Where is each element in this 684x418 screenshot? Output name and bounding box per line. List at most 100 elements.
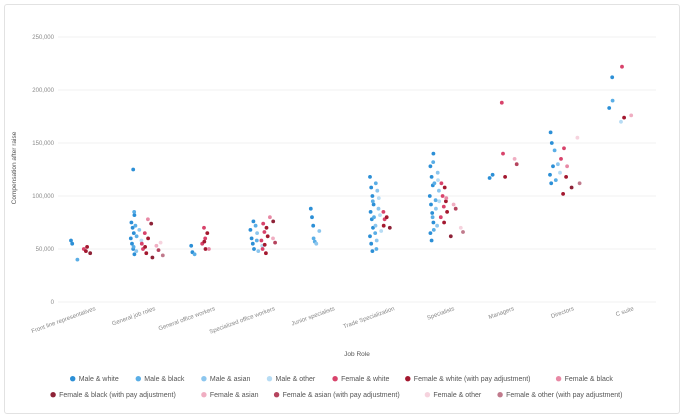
- legend-label[interactable]: Male & other: [276, 376, 316, 383]
- x-tick-label: Junior specialists: [291, 306, 336, 327]
- x-tick-label: General office workers: [158, 306, 216, 332]
- legend-label[interactable]: Female & black (with pay adjustment): [59, 392, 176, 399]
- x-tick-label: General job roles: [111, 306, 156, 327]
- legend-label[interactable]: Male & asian: [210, 376, 251, 383]
- data-point: [514, 162, 519, 167]
- data-point: [203, 247, 208, 251]
- data-point: [549, 181, 554, 186]
- data-point: [139, 238, 144, 243]
- data-point: [146, 236, 151, 241]
- data-point: [610, 75, 615, 80]
- data-point: [379, 229, 384, 233]
- data-point: [84, 249, 88, 254]
- data-point: [264, 251, 268, 256]
- data-point: [371, 225, 375, 230]
- legend-marker: [201, 392, 207, 398]
- legend-label[interactable]: Male & white: [79, 376, 119, 383]
- data-point: [249, 236, 254, 241]
- data-point: [558, 170, 562, 175]
- data-point: [256, 249, 261, 254]
- legend-label[interactable]: Female & other: [433, 392, 482, 399]
- data-point: [202, 225, 206, 230]
- data-point: [429, 238, 434, 243]
- data-point: [381, 223, 386, 228]
- data-point: [444, 199, 448, 204]
- data-point: [461, 230, 465, 234]
- data-point: [629, 113, 634, 118]
- legend-marker: [332, 376, 338, 382]
- data-point: [431, 228, 436, 232]
- data-point: [146, 217, 150, 222]
- legend-marker: [497, 392, 503, 398]
- data-point: [310, 215, 314, 220]
- data-point: [370, 194, 375, 198]
- data-point: [432, 181, 437, 186]
- data-point: [622, 115, 626, 120]
- legend-marker: [70, 376, 76, 382]
- legend-marker: [50, 392, 56, 398]
- data-point: [559, 157, 563, 161]
- data-point: [490, 172, 495, 177]
- data-point: [202, 239, 207, 244]
- y-tick-label: 0: [51, 300, 55, 306]
- data-point: [368, 234, 372, 239]
- data-point: [610, 98, 615, 103]
- legend-label[interactable]: Male & black: [144, 376, 185, 383]
- data-point: [131, 231, 136, 236]
- data-point: [431, 160, 436, 165]
- legend-marker: [424, 392, 431, 398]
- legend-label[interactable]: Female & asian: [210, 392, 259, 399]
- x-tick-label: Front line representatives: [31, 306, 97, 335]
- data-point: [75, 257, 80, 262]
- data-point: [441, 204, 446, 209]
- data-point: [251, 219, 256, 224]
- data-point: [133, 223, 138, 228]
- legend-marker: [555, 376, 562, 382]
- data-point: [434, 206, 438, 211]
- data-point: [154, 243, 159, 248]
- data-point: [144, 251, 149, 256]
- data-point: [374, 247, 379, 251]
- data-point: [369, 185, 374, 190]
- data-point: [130, 241, 134, 246]
- data-point: [131, 245, 136, 249]
- data-point: [430, 211, 435, 215]
- data-point: [619, 119, 623, 124]
- data-point: [378, 213, 382, 218]
- y-tick-label: 150,000: [32, 141, 54, 147]
- data-point: [368, 210, 373, 214]
- data-point: [438, 215, 443, 220]
- data-point: [433, 198, 438, 203]
- legend-label[interactable]: Female & white (with pay adjustment): [414, 376, 531, 383]
- legend-label[interactable]: Female & white: [341, 376, 389, 383]
- data-point: [499, 100, 504, 105]
- x-tick-label: Specialized office workers: [209, 306, 276, 335]
- data-point: [375, 188, 380, 193]
- data-point: [374, 238, 379, 243]
- data-point: [207, 247, 211, 251]
- data-point: [553, 178, 558, 183]
- legend-label[interactable]: Female & other (with pay adjustment): [506, 392, 622, 399]
- data-point: [271, 236, 275, 241]
- legend-marker: [201, 376, 207, 382]
- data-point: [431, 151, 436, 156]
- data-point: [369, 241, 374, 246]
- legend-label[interactable]: Female & black: [565, 376, 614, 383]
- data-point: [577, 181, 582, 186]
- data-point: [487, 176, 492, 180]
- data-point: [273, 240, 277, 245]
- data-point: [314, 241, 319, 246]
- x-axis-title: Job Role: [344, 351, 370, 358]
- chart-frame: [4, 4, 680, 414]
- data-point: [132, 252, 137, 257]
- data-point: [260, 247, 265, 251]
- data-point: [381, 210, 386, 214]
- data-point: [575, 135, 580, 140]
- data-point: [439, 181, 444, 186]
- legend-label[interactable]: Female & asian (with pay adjustment): [283, 392, 400, 399]
- legend-marker: [135, 376, 141, 382]
- data-point: [435, 170, 440, 175]
- data-point: [429, 175, 434, 179]
- data-point: [259, 238, 264, 243]
- data-point: [139, 241, 144, 246]
